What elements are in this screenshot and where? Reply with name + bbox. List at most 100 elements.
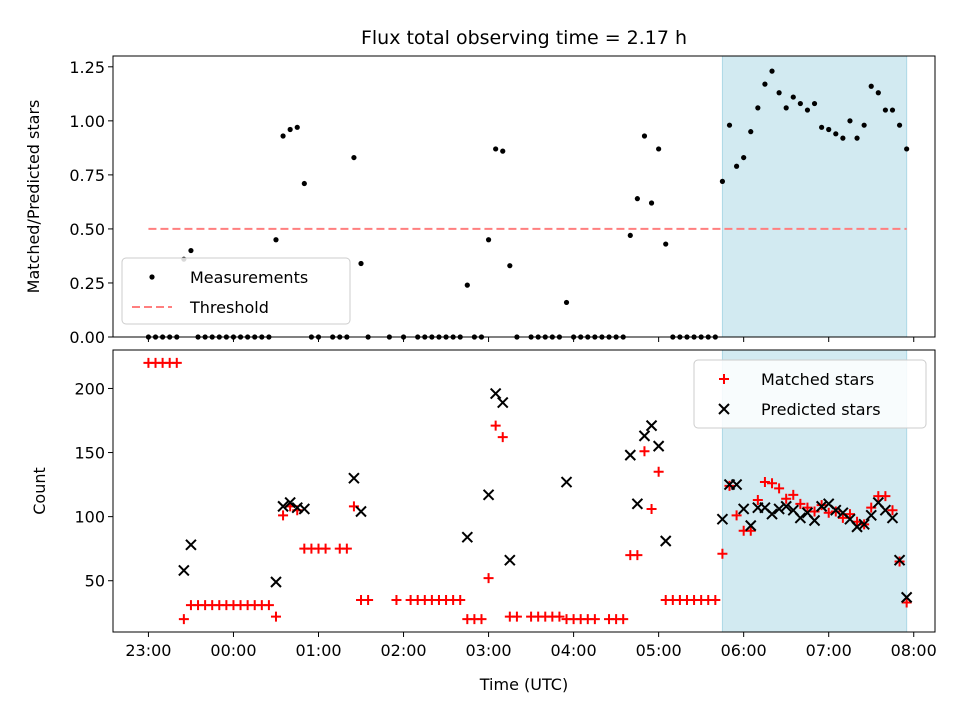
bottom-ytick-label: 100: [74, 508, 105, 527]
predicted-star-marker: [886, 512, 899, 524]
xtick-label: 01:00: [295, 641, 341, 660]
matched-star-marker: [589, 614, 600, 625]
matched-star-marker: [795, 498, 806, 509]
predicted-star-marker: [773, 503, 785, 515]
measurement-point: [358, 260, 364, 267]
matched-star-marker: [710, 594, 721, 605]
matched-star-marker: [788, 489, 799, 500]
bottom-ytick-label: 50: [85, 572, 105, 591]
measurement-point: [776, 90, 782, 96]
measurement-point: [627, 232, 633, 239]
predicted-star-marker: [660, 535, 672, 547]
matched-star-marker: [752, 494, 763, 505]
xtick-label: 05:00: [636, 641, 682, 660]
xtick-label: 00:00: [210, 641, 256, 660]
measurement-point: [783, 105, 789, 111]
bottom-axes-frame: [112, 349, 936, 633]
measurement-point: [351, 154, 357, 161]
matched-star-marker: [554, 611, 565, 622]
matched-star-marker: [837, 512, 848, 523]
measurement-point: [287, 126, 293, 133]
matched-star-marker: [171, 357, 182, 368]
predicted-star-marker: [489, 387, 502, 400]
top-ytick-label: 0.50: [69, 220, 105, 239]
matched-star-marker: [880, 491, 891, 502]
xtick-label: 02:00: [380, 641, 426, 660]
measurement-point: [861, 122, 867, 128]
matched-star-marker: [490, 420, 501, 431]
matched-star-marker: [632, 550, 643, 561]
chart-title: Flux total observing time = 2.17 h: [361, 27, 687, 49]
measurement-point: [485, 237, 492, 243]
measurement-point: [755, 105, 761, 111]
matched-star-marker: [653, 466, 664, 477]
measurement-point: [833, 131, 839, 137]
predicted-star-marker: [178, 564, 190, 577]
measurement-point: [500, 148, 506, 154]
predicted-star-marker: [298, 503, 311, 515]
predicted-star-marker: [504, 554, 516, 566]
bottom-ytick-label: 150: [74, 444, 105, 463]
predicted-star-marker: [560, 476, 573, 488]
matched-star-marker: [455, 594, 466, 605]
predicted-star-marker: [461, 531, 474, 543]
matched-star-marker: [270, 611, 281, 622]
measurement-point: [790, 94, 796, 100]
predicted-star-marker: [730, 478, 743, 491]
top-ytick-label: 1.00: [69, 112, 105, 131]
xtick-label: 03:00: [466, 641, 512, 660]
predicted-star-marker: [893, 554, 906, 566]
matched-star-marker: [646, 503, 657, 514]
predicted-star-marker: [808, 514, 821, 527]
measurement-point: [762, 81, 768, 87]
matched-star-marker: [483, 573, 494, 584]
measurement-point: [188, 247, 194, 254]
measurement-point: [641, 133, 648, 139]
predicted-star-marker: [185, 539, 197, 551]
measurement-point: [904, 146, 910, 152]
predicted-star-marker: [865, 509, 877, 522]
matched-star-marker: [178, 614, 189, 625]
matched-star-marker: [717, 548, 728, 559]
matched-star-marker: [887, 505, 898, 516]
measurement-point: [847, 118, 853, 124]
top-axes-frame: [112, 55, 936, 338]
predicted-star-marker: [716, 513, 729, 525]
measurement-point: [889, 107, 896, 113]
matched-star-marker: [278, 510, 289, 521]
xtick-label: 23:00: [125, 641, 171, 660]
measurement-point: [819, 124, 825, 130]
predicted-star-marker: [858, 518, 870, 531]
predicted-star-marker: [737, 503, 750, 515]
predicted-star-marker: [900, 591, 913, 604]
predicted-star-marker: [638, 430, 651, 442]
legend-measurements-marker: [149, 274, 155, 280]
top-ytick-label: 1.25: [69, 58, 105, 77]
matched-star-marker: [844, 509, 855, 520]
legend-predicted-marker: [718, 403, 730, 415]
measurement-point: [804, 107, 811, 113]
measurement-point: [648, 200, 655, 206]
matched-star-marker: [320, 543, 331, 554]
predicted-star-marker: [652, 440, 665, 452]
legend-matched-label: Matched stars: [761, 370, 874, 389]
measurement-point: [563, 299, 570, 306]
measurement-point: [733, 163, 740, 169]
measurement-point: [726, 122, 733, 128]
measurement-point: [797, 100, 803, 107]
matched-star-marker: [618, 614, 629, 625]
matched-star-marker: [391, 594, 402, 605]
legend-threshold-label: Threshold: [189, 298, 269, 317]
measurement-point: [301, 180, 307, 187]
measurement-point: [854, 135, 860, 141]
measurement-point: [896, 122, 903, 128]
measurement-point: [663, 241, 669, 247]
xtick-label: 08:00: [891, 641, 937, 660]
matched-star-marker: [263, 600, 274, 611]
matched-star-marker: [781, 493, 792, 504]
x-axis-label: Time (UTC): [479, 675, 568, 694]
measurement-point: [826, 126, 832, 133]
top-ytick-label: 0.75: [69, 166, 105, 185]
top-ytick-label: 0.25: [69, 274, 105, 293]
measurement-point: [294, 124, 300, 130]
